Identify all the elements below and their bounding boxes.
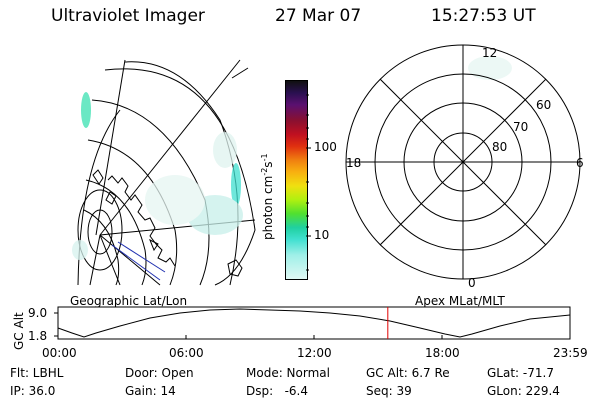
time-label: 15:27:53 UT [431, 6, 536, 26]
colorbar [285, 80, 308, 280]
seq-info: Seq: 39 [366, 384, 412, 398]
glat-info: GLat: -71.7 [487, 366, 554, 380]
aurora-emission [72, 56, 512, 260]
geographic-label: Geographic Lat/Lon [70, 294, 188, 308]
time-tick-1200: 12:00 [297, 346, 332, 360]
altitude-tick-high: 9.0 [28, 306, 48, 320]
colorbar-tick-100: 100 [314, 140, 337, 154]
glon-info: GLon: 229.4 [487, 384, 560, 398]
mlt-label-12: 12 [482, 46, 498, 60]
altitude-axis-label: GC Alt [12, 312, 26, 350]
mlt-label-0: 0 [468, 276, 476, 290]
mlat-label-80: 80 [492, 140, 508, 154]
gain-info: Gain: 14 [125, 384, 176, 398]
altitude-curve [57, 308, 571, 338]
mlt-label-18: 18 [346, 156, 362, 170]
filter-info: Flt: LBHL [10, 366, 64, 380]
mlt-label-6: 6 [576, 156, 584, 170]
dsp-info: Dsp: -6.4 [246, 384, 309, 398]
door-info: Door: Open [125, 366, 194, 380]
mlat-label-60: 60 [536, 98, 552, 112]
gc-alt-info: GC Alt: 6.7 Re [366, 366, 450, 380]
altitude-tick-low: 1.8 [28, 329, 48, 343]
time-tick-2359: 23:59 [553, 346, 588, 360]
mode-info: Mode: Normal [246, 366, 330, 380]
time-tick-0600: 06:00 [169, 346, 204, 360]
mlat-label-70: 70 [513, 120, 529, 134]
date-label: 27 Mar 07 [275, 6, 362, 26]
apex-label: Apex MLat/MLT [415, 294, 505, 308]
time-tick-1800: 18:00 [425, 346, 460, 360]
time-tick-0000: 00:00 [42, 346, 77, 360]
ip-info: IP: 36.0 [10, 384, 56, 398]
colorbar-tick-10: 10 [314, 228, 330, 242]
instrument-title: Ultraviolet Imager [51, 6, 205, 26]
